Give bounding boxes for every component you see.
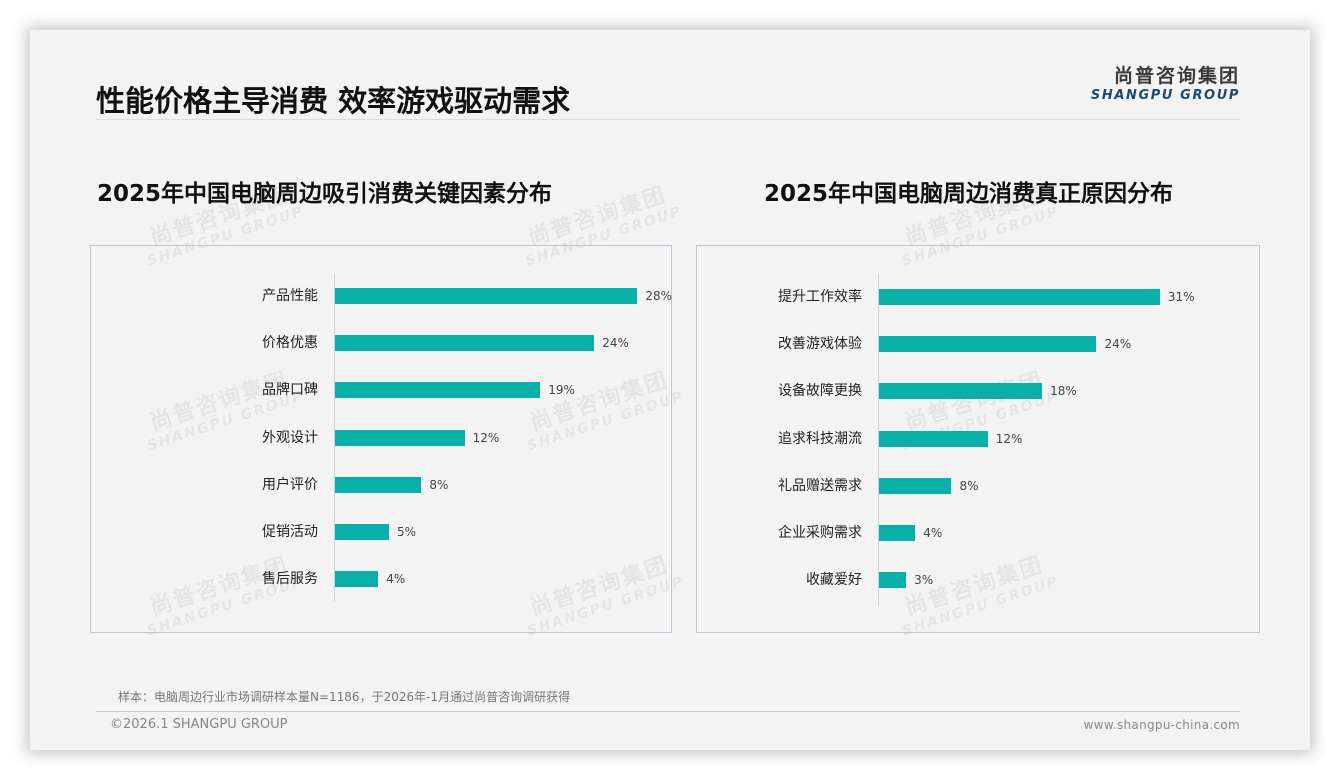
value-label: 8%: [429, 477, 449, 492]
category-label: 外观设计: [262, 429, 318, 446]
copyright: ©2026.1 SHANGPU GROUP: [110, 717, 288, 732]
bar: [879, 336, 1097, 353]
bar: [879, 572, 907, 589]
value-label: 12%: [995, 431, 1023, 446]
bar: [335, 429, 465, 446]
category-label: 设备故障更换: [778, 383, 862, 400]
bar-row: 企业采购需求 4%: [697, 525, 1259, 542]
bar: [879, 525, 916, 541]
value-label: 3%: [914, 573, 934, 588]
bar-row: 设备故障更换 18%: [697, 383, 1259, 400]
value-label: 18%: [1050, 384, 1077, 399]
value-label: 12%: [472, 430, 500, 445]
category-label: 产品性能: [262, 288, 318, 304]
bar: [335, 476, 422, 493]
sample-note: 样本：电脑周边行业市场调研样本量N=1186，于2026年-1月通过尚普咨询调研…: [118, 690, 571, 704]
chart-panel-right: 提升工作效率 31% 改善游戏体验 24% 设备故障更换 18% 追求科技潮流 12% 礼品赠送…: [696, 245, 1260, 633]
chart-axis-right: [878, 274, 879, 606]
bar: [335, 524, 389, 540]
value-label: 5%: [397, 525, 417, 539]
value-label: 19%: [548, 383, 575, 398]
bar-row: 品牌口碑 19%: [91, 382, 671, 399]
bar-row: 礼品赠送需求 8%: [697, 477, 1259, 495]
website-link[interactable]: www.shangpu-china.com: [1083, 718, 1240, 732]
category-label: 收藏爱好: [806, 572, 862, 589]
chart-title-left: 2025年中国电脑周边吸引消费关键因素分布: [97, 181, 553, 207]
bar-row: 外观设计 12%: [91, 429, 671, 447]
value-label: 8%: [959, 478, 979, 493]
category-label: 品牌口碑: [262, 382, 318, 399]
chart-panel-left: 产品性能 28% 价格优惠 24% 品牌口碑 19% 外观设计 12% 用户评价 8% 促销活动 5%…: [90, 245, 672, 633]
bar-row: 改善游戏体验 24%: [697, 336, 1259, 353]
bar: [879, 383, 1043, 400]
value-label: 31%: [1167, 290, 1195, 304]
category-label: 企业采购需求: [778, 525, 862, 541]
page-title: 性能价格主导消费 效率游戏驱动需求: [96, 84, 571, 118]
chart-title-right: 2025年中国电脑周边消费真正原因分布: [764, 181, 1174, 207]
value-label: 4%: [923, 526, 943, 540]
company-logo: 尚普咨询集团 SHANGPU GROUP: [1088, 64, 1240, 104]
bar: [335, 335, 595, 352]
category-label: 用户评价: [262, 476, 318, 493]
bar-row: 用户评价 8%: [91, 476, 671, 494]
category-label: 改善游戏体验: [778, 336, 862, 353]
bar: [879, 430, 988, 447]
value-label: 24%: [602, 336, 629, 351]
bar: [335, 571, 379, 588]
category-label: 价格优惠: [262, 335, 318, 352]
bar-row: 产品性能 28%: [91, 288, 673, 305]
title-divider: [96, 119, 1240, 120]
category-label: 促销活动: [262, 524, 318, 540]
bar-row: 追求科技潮流 12%: [697, 430, 1259, 448]
bar: [879, 477, 952, 494]
bar: [335, 288, 638, 304]
logo-en-text: SHANGPU GROUP: [1090, 88, 1240, 103]
bar-row: 促销活动 5%: [91, 524, 671, 541]
slide: 性能价格主导消费 效率游戏驱动需求 尚普咨询集团 SHANGPU GROUP 尚…: [30, 30, 1310, 750]
value-label: 28%: [645, 289, 673, 303]
value-label: 24%: [1104, 337, 1132, 352]
bar-row: 售后服务 4%: [91, 571, 671, 588]
value-label: 4%: [386, 572, 406, 587]
category-label: 提升工作效率: [778, 289, 862, 305]
bar-row: 提升工作效率 31%: [697, 289, 1259, 306]
category-label: 礼品赠送需求: [778, 477, 862, 494]
bar: [879, 289, 1160, 305]
bar: [335, 382, 541, 399]
bar-row: 价格优惠 24%: [91, 335, 671, 352]
chart-axis-left: [334, 274, 335, 602]
category-label: 售后服务: [262, 571, 318, 588]
logo-cn-text: 尚普咨询集团: [1113, 65, 1240, 87]
bar-row: 收藏爱好 3%: [697, 572, 1259, 589]
footer-divider: [96, 711, 1240, 712]
category-label: 追求科技潮流: [778, 430, 862, 447]
